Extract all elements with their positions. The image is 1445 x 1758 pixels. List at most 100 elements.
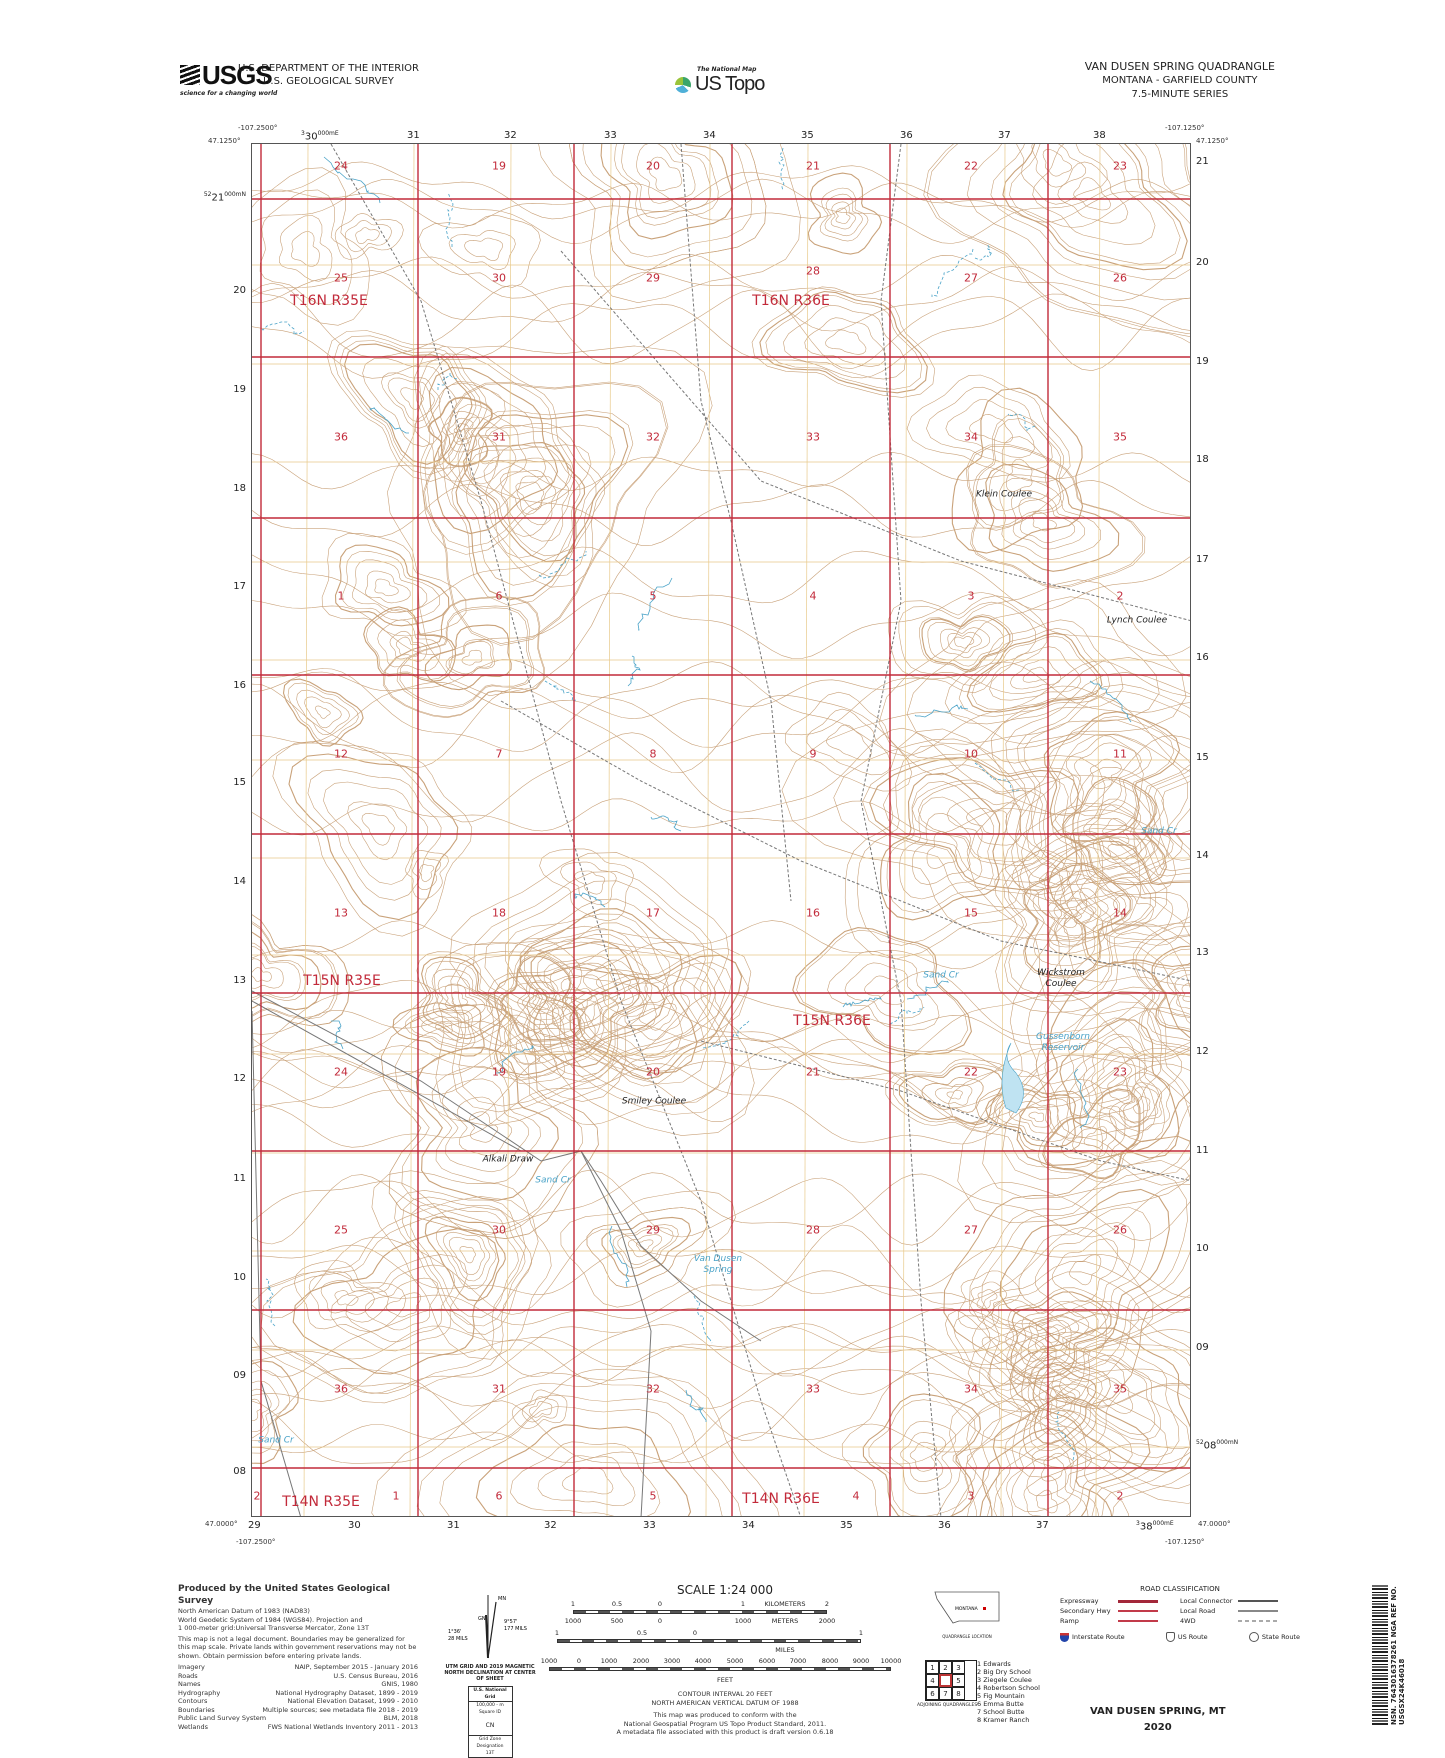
- contour-line: [419, 353, 570, 548]
- source-row: Contours National Elevation Dataset, 1999…: [178, 1697, 418, 1706]
- contour-line: [1035, 1489, 1058, 1514]
- contour-line: [979, 1396, 1151, 1516]
- contour-line: [1007, 845, 1151, 997]
- contour-line: [539, 848, 634, 922]
- contour-line: [252, 1307, 1190, 1378]
- contour-line: [252, 1172, 1190, 1238]
- stream: [914, 704, 969, 718]
- contour-line: [416, 1394, 742, 1516]
- contour-line: [627, 1234, 663, 1258]
- section-number: 23: [1113, 1065, 1127, 1079]
- north-arrows-icon: GN MN 1°36' 28 MILS 9°57' 177 MILS: [448, 1595, 527, 1659]
- contour-line: [537, 1455, 636, 1506]
- sheet-year: 2020: [1143, 1722, 1172, 1733]
- us-topo-label: US Topo: [695, 73, 765, 95]
- contour-line: [252, 1196, 539, 1404]
- sw-longitude: -107.2500°: [236, 1538, 276, 1546]
- contour-line: [384, 596, 544, 718]
- section-number: 28: [806, 264, 820, 278]
- contour-line: [636, 1239, 654, 1252]
- contour-line: [1049, 1385, 1076, 1419]
- contour-line: [252, 970, 1190, 1049]
- usng-square-id: CN: [468, 1716, 512, 1736]
- ne-longitude: -107.1250°: [1165, 124, 1205, 132]
- contour-line: [252, 1423, 1190, 1469]
- contour-line: [475, 1424, 692, 1516]
- contour-line: [421, 1016, 464, 1041]
- contour-line: [886, 780, 995, 914]
- contour-line: [911, 779, 1048, 866]
- contour-line: [971, 414, 1065, 531]
- easting-label-bottom: 31: [447, 1520, 460, 1531]
- place-name-reservoir: Gussenborn Reservoir: [1036, 1032, 1090, 1053]
- easting-label-top: 38: [1093, 130, 1106, 141]
- adjoining-name: 3 Ziegele Coulee: [977, 1676, 1032, 1684]
- source-value: U.S. Census Bureau, 2016: [333, 1671, 418, 1680]
- contour-line: [252, 479, 1190, 546]
- contour-line: [827, 950, 940, 1031]
- m-unit-label: METERS: [771, 1617, 799, 1625]
- ft-tick-label: 10000: [880, 1657, 902, 1665]
- contour-line: [999, 1188, 1170, 1353]
- contour-line: [1016, 144, 1108, 205]
- section-number: 13: [334, 906, 348, 920]
- stream: [702, 1019, 751, 1049]
- contour-line: [296, 689, 350, 736]
- contour-line: [1089, 758, 1122, 790]
- easting-label-bottom: 338000mE: [1136, 1520, 1174, 1532]
- contour-line: [648, 156, 683, 192]
- contour-line: [387, 345, 713, 697]
- topographic-map[interactable]: 24 19 20 21 22 23 25 30 29 28 27 26 36 31 32 33 34 35 1 6 5 4…: [251, 143, 1191, 1517]
- mi-tick-label: 0: [692, 1629, 698, 1637]
- contour-line: [638, 1002, 677, 1031]
- contour-line: [252, 946, 301, 999]
- road-classification-legend: ROAD CLASSIFICATION Expressway Local Conn…: [1060, 1585, 1300, 1642]
- contour-line: [804, 317, 886, 367]
- contour-line: [880, 772, 1001, 921]
- contour-line: [291, 231, 320, 267]
- location-caption: QUADRANGLE LOCATION: [942, 1634, 992, 1639]
- stream: [323, 156, 381, 204]
- easting-label-bottom: 30: [348, 1520, 361, 1531]
- contour-line: [582, 144, 753, 258]
- adjoining-cell: 4: [926, 1674, 939, 1687]
- contour-line: [560, 1190, 736, 1308]
- contour-line: [1048, 715, 1175, 837]
- mn-mils: 177 MILS: [504, 1626, 527, 1632]
- contour-line: [841, 1371, 1001, 1516]
- contour-line: [252, 546, 1190, 613]
- contour-line: [252, 1360, 299, 1464]
- section-number: 6: [495, 1489, 503, 1503]
- roads: [252, 144, 1190, 1516]
- section-number: 9: [809, 747, 817, 761]
- contour-line: [410, 1010, 472, 1047]
- stream: [693, 1295, 713, 1344]
- contour-line: [459, 1246, 476, 1264]
- contour-line: [320, 1279, 375, 1315]
- vertical-datum: NORTH AMERICAN VERTICAL DATUM OF 1988: [651, 1698, 799, 1707]
- contour-line: [1010, 489, 1085, 550]
- contour-line: [583, 959, 645, 1017]
- section-number: 21: [806, 1065, 820, 1079]
- contour-line: [321, 533, 467, 637]
- northing-label-left: 09: [233, 1370, 246, 1381]
- contour-line: [988, 436, 1049, 512]
- adjoining-name: 1 Edwards: [977, 1660, 1011, 1668]
- road-line-swatch: [1118, 1599, 1158, 1603]
- contour-line: [326, 330, 488, 482]
- contour-line: [1058, 1359, 1156, 1436]
- contour-line: [987, 1313, 1190, 1490]
- contour-line: [304, 696, 342, 729]
- contour-line: [412, 857, 442, 890]
- contour-line: [252, 1038, 1190, 1078]
- contour-line: [1079, 866, 1189, 946]
- utm-grid-line: [506, 144, 512, 1516]
- contour-line: [612, 1224, 679, 1269]
- mi-tick-label: 1: [858, 1629, 864, 1637]
- contour-line: [352, 559, 428, 614]
- contour-line: [469, 1111, 499, 1143]
- township-label: T16N R35E: [290, 293, 368, 309]
- contour-line: [614, 144, 719, 226]
- utm-grid: [252, 144, 1190, 1516]
